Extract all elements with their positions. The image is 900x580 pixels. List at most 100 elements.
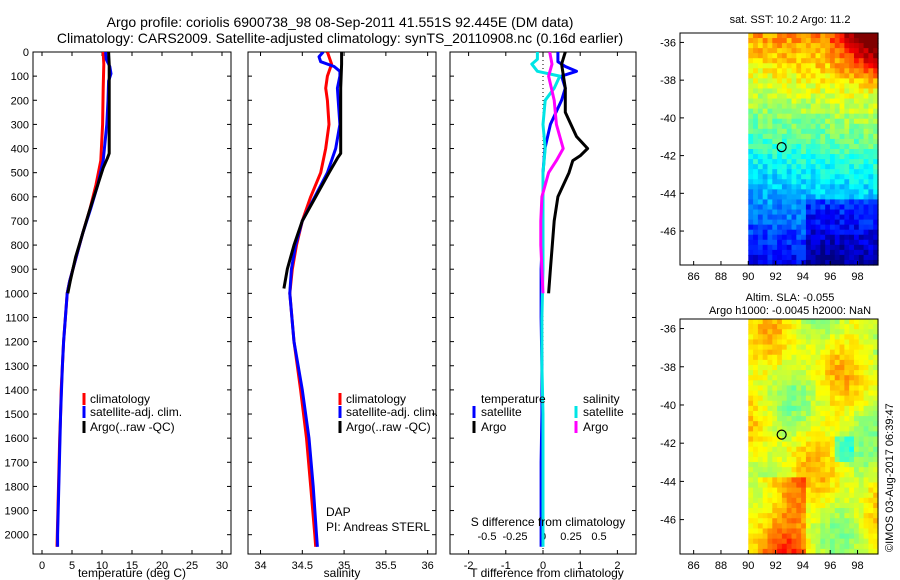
map-cell [810,405,817,412]
map-cell [868,502,874,509]
map-cell [858,508,865,514]
map-cell [781,375,788,381]
map-cell [849,487,855,494]
map-cell [858,244,865,251]
map-cell [777,344,783,351]
map-cell [873,354,879,361]
map-cell [873,58,879,64]
map-cell [863,219,869,226]
map-cell [805,395,812,402]
map-cell [762,497,769,504]
map-cell [849,416,855,422]
map-cell [753,334,759,341]
map-cell [791,249,797,256]
map-cell [777,224,783,231]
map-cell [829,93,836,100]
map-cell [762,472,769,478]
map-cell [748,441,754,448]
map-cell [829,538,836,545]
depth-tick-label: 1100 [5,312,29,324]
map-cell [781,189,788,195]
map-cell [762,370,769,376]
map-cell [801,533,807,540]
map-cell [839,179,845,185]
map-cell [873,43,879,49]
map-cell [753,33,759,39]
map-cell [772,103,778,110]
map-cell [868,224,874,231]
map-cell [801,354,807,361]
map-cell [786,48,793,54]
map-cell [815,133,821,140]
map-cell [767,410,773,417]
map-cell [844,416,850,422]
map-cell [791,103,797,110]
map-cell [825,416,831,422]
map-cell [820,128,826,135]
map-cell [786,98,793,105]
map-cell [815,446,821,453]
map-cell [815,38,821,44]
map-cell [767,492,773,499]
map-cell [868,497,874,504]
map-cell [873,400,879,407]
map-cell [762,259,769,266]
map-cell [825,33,831,39]
map-cell [753,244,759,251]
map-cell [767,133,773,140]
map-cell [753,467,759,473]
map-cell [863,143,869,150]
legend-s-argo: Argo [583,420,609,434]
map-cell [791,108,797,115]
map-cell [815,118,821,125]
map-cell [849,543,855,550]
map-cell [825,513,831,519]
map-cell [753,204,759,211]
map-cell [810,548,817,555]
map-cell [777,456,783,463]
map-cell [868,375,874,381]
map-cell [762,528,769,535]
map-cell [863,179,869,185]
map-cell [863,451,869,458]
map-cell [849,93,855,100]
map-cell [820,68,826,74]
map-cell [791,446,797,453]
map-cell [796,229,802,236]
map-cell [849,528,855,535]
map-cell [772,416,778,422]
map-cell [805,229,812,236]
map-cell [791,78,797,85]
map-cell [777,58,783,64]
map-cell [829,385,836,392]
map-cell [753,472,759,478]
map-cell [853,229,860,236]
map-cell [777,477,783,484]
map-cell [753,249,759,256]
map-cell [834,472,841,478]
map-cell [791,436,797,443]
map-cell [820,219,826,226]
map-cell [805,405,812,412]
map-cell [853,128,860,135]
map-cell [820,254,826,261]
map-cell [757,38,764,44]
map-cell [772,339,778,346]
map-cell [772,502,778,509]
map-cell [767,319,773,325]
map-cell [868,58,874,64]
map-cell [777,229,783,236]
map-cell [839,400,845,407]
map-cell [777,497,783,504]
map-cell [757,329,764,335]
map-cell [762,83,769,90]
map-cell [796,123,802,130]
map-cell [772,244,778,251]
map-cell [868,254,874,261]
map-cell [753,133,759,140]
map-cell [873,370,879,376]
map-cell [825,174,831,180]
map-cell [829,416,836,422]
map-cell [796,164,802,170]
map-cell [825,73,831,79]
